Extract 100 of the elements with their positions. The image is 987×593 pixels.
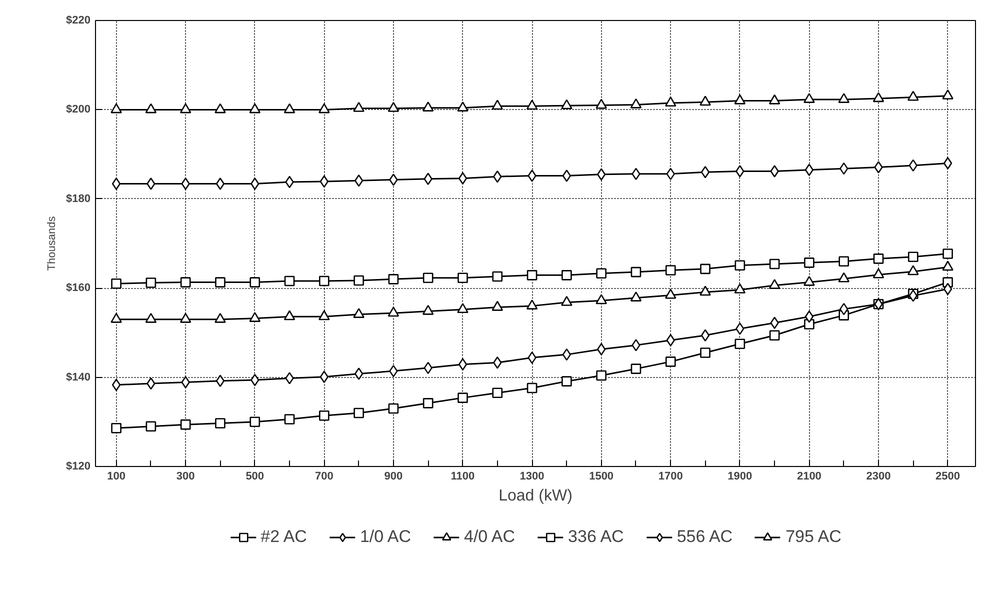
x-tick-label: 100 — [107, 470, 126, 482]
point — [214, 312, 226, 323]
point — [526, 100, 538, 110]
x-tick-label: 900 — [384, 470, 403, 482]
point — [422, 304, 434, 315]
point — [458, 358, 468, 371]
point — [630, 266, 642, 278]
point — [907, 90, 919, 101]
point — [146, 178, 156, 190]
point — [319, 410, 330, 421]
point — [700, 96, 711, 106]
point — [389, 174, 398, 186]
point — [943, 282, 952, 296]
point — [804, 276, 815, 286]
point — [734, 260, 746, 271]
x-tick-label: 1100 — [450, 470, 475, 482]
point — [734, 338, 746, 349]
legend-label: 1/0 AC — [360, 527, 412, 547]
point — [492, 271, 503, 282]
point — [181, 376, 190, 388]
point — [804, 258, 814, 268]
x-tick-label: 2500 — [936, 470, 960, 482]
point — [700, 348, 710, 358]
point — [285, 372, 294, 384]
point — [665, 265, 676, 276]
point — [630, 98, 642, 108]
point — [526, 300, 538, 310]
point — [319, 276, 330, 286]
point — [145, 103, 157, 114]
point — [630, 364, 642, 374]
x-tick-label: 2100 — [796, 470, 822, 482]
point — [492, 388, 503, 398]
legend-label: 4/0 AC — [464, 527, 516, 547]
point — [665, 356, 676, 367]
y-tick-label: $140 — [66, 371, 91, 384]
point — [769, 258, 780, 270]
point — [526, 382, 538, 394]
point — [250, 277, 260, 288]
point — [873, 254, 884, 264]
point — [700, 166, 710, 178]
point — [110, 312, 122, 323]
point — [734, 94, 746, 104]
point — [874, 161, 883, 174]
point — [284, 310, 296, 320]
point — [388, 102, 400, 112]
point — [422, 101, 434, 112]
point — [354, 368, 364, 380]
y-tick-label: $200 — [66, 104, 91, 116]
legend-label: 556 AC — [676, 527, 733, 547]
y-tick-label: $180 — [66, 192, 91, 205]
point — [146, 421, 156, 432]
x-axis-title: Load (kW) — [498, 488, 572, 504]
point — [457, 303, 468, 314]
point — [596, 98, 607, 109]
point — [769, 330, 780, 341]
point — [354, 174, 364, 187]
point — [908, 290, 918, 302]
point — [561, 99, 572, 110]
point — [145, 312, 157, 323]
point — [180, 419, 191, 430]
x-tick-label: 2300 — [866, 470, 891, 482]
point — [422, 272, 434, 283]
y-axis-title: Thousands — [46, 216, 58, 271]
point — [318, 103, 330, 114]
point — [943, 157, 952, 170]
point — [457, 101, 468, 112]
point — [768, 94, 780, 104]
point — [700, 264, 710, 274]
point — [249, 312, 261, 322]
point — [526, 270, 538, 280]
point — [942, 89, 954, 100]
point — [354, 408, 364, 418]
point — [838, 272, 850, 282]
point — [284, 414, 295, 424]
point — [596, 370, 606, 381]
point — [458, 392, 468, 403]
y-tick-label: $120 — [66, 460, 91, 472]
point — [284, 103, 296, 114]
x-tick-label: 700 — [314, 470, 334, 482]
point — [318, 310, 330, 320]
x-tick-label: 1700 — [658, 470, 683, 482]
point — [388, 274, 399, 284]
point — [734, 283, 746, 294]
point — [736, 322, 744, 335]
point — [146, 278, 156, 288]
point — [112, 378, 121, 392]
point — [942, 260, 954, 271]
x-tick-label: 1300 — [520, 470, 544, 482]
point — [216, 374, 225, 388]
point — [561, 296, 572, 306]
point — [249, 103, 261, 114]
x-tick-label: 1900 — [728, 470, 752, 482]
point — [907, 265, 919, 276]
point — [700, 329, 710, 342]
point — [804, 310, 814, 323]
x-tick-label: 500 — [246, 470, 264, 482]
point — [596, 294, 607, 304]
point — [353, 102, 364, 112]
point — [596, 268, 606, 279]
point — [770, 165, 779, 178]
